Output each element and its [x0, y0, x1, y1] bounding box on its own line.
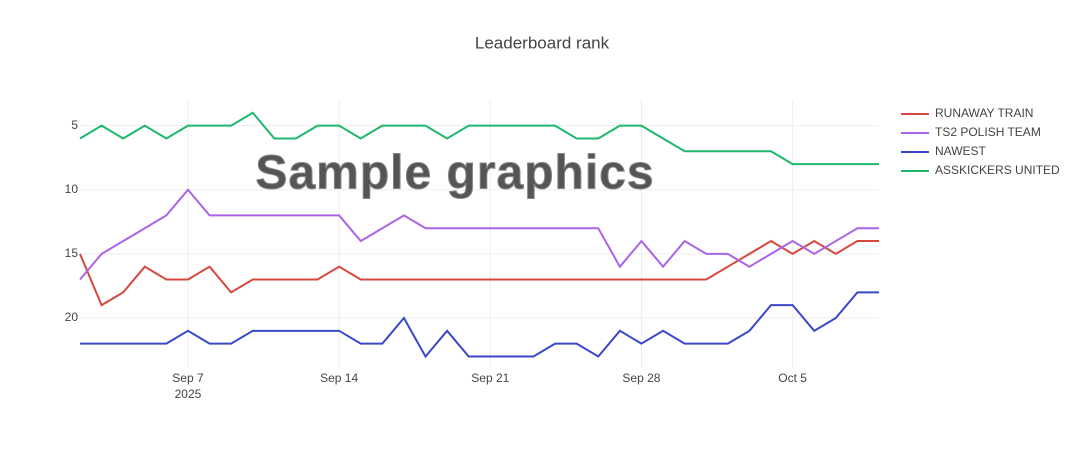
- line-series: [79, 111, 879, 166]
- legend-label: NAWEST: [935, 144, 987, 158]
- y-tick-label: 10: [65, 182, 79, 196]
- y-tick-label: 15: [65, 246, 79, 260]
- line-series: [80, 291, 879, 359]
- legend-item: TS2 POLISH TEAM: [901, 125, 1041, 139]
- legend-label: RUNAWAY TRAIN: [935, 106, 1033, 120]
- line-series: [79, 188, 879, 281]
- x-tick-label: Sep 21: [471, 371, 509, 385]
- x-tick-label: Sep 28: [622, 371, 660, 385]
- line-series: [79, 239, 879, 307]
- x-tick-label: Sep 7: [172, 371, 204, 385]
- legend-item: RUNAWAY TRAIN: [901, 106, 1033, 120]
- legend-label: ASSKICKERS UNITED: [935, 163, 1060, 177]
- watermark: Sample graphics: [255, 147, 654, 200]
- legend-item: ASSKICKERS UNITED: [901, 163, 1060, 177]
- legend-label: TS2 POLISH TEAM: [935, 125, 1041, 139]
- grid: [80, 100, 879, 368]
- chart-title: Leaderboard rank: [475, 33, 610, 52]
- x-tick-label: Oct 5: [778, 371, 807, 385]
- y-tick-label: 5: [71, 118, 78, 132]
- x-tick-label: Sep 14: [320, 371, 358, 385]
- x-tick-sublabel: 2025: [175, 387, 202, 401]
- y-tick-label: 20: [65, 310, 79, 324]
- legend-item: NAWEST: [901, 144, 987, 158]
